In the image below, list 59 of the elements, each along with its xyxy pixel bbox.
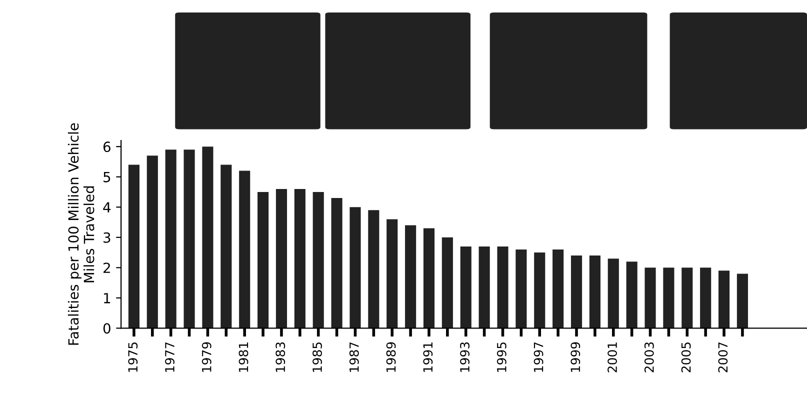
x-tick-label: 2005 <box>681 342 691 372</box>
bar <box>165 150 176 328</box>
x-tick-label: 1977 <box>165 342 174 372</box>
x-tick-label: 1995 <box>496 342 506 372</box>
bar <box>146 156 158 328</box>
bar <box>626 262 638 328</box>
y-tick-label: 1 <box>104 293 110 304</box>
bar <box>552 249 564 328</box>
x-tick-label: 1979 <box>202 342 212 372</box>
x-tick-label: 1991 <box>423 342 433 372</box>
x-tick-label: 1997 <box>534 342 544 372</box>
y-tick-label: 0 <box>103 323 110 334</box>
bar <box>368 210 380 328</box>
x-tick-label: 1999 <box>570 342 580 372</box>
bar <box>663 268 674 328</box>
y-tick-label: 2 <box>104 262 110 273</box>
bar <box>736 274 748 328</box>
bar <box>239 170 250 328</box>
y-tick-label: 4 <box>103 202 111 212</box>
bar <box>700 268 712 328</box>
x-tick-label: 1989 <box>386 342 396 372</box>
bar <box>497 246 508 328</box>
bar <box>258 192 269 328</box>
bar <box>202 146 214 328</box>
bar <box>682 268 693 328</box>
x-tick-label: 1993 <box>460 342 470 372</box>
bar <box>312 192 324 328</box>
x-tick-label: 1987 <box>349 342 359 372</box>
x-tick-label: 1981 <box>238 342 248 372</box>
bar <box>128 164 140 328</box>
bar <box>608 258 619 328</box>
bar <box>276 188 288 328</box>
bar <box>570 256 582 328</box>
x-tick-label: 1983 <box>276 342 286 372</box>
y-tick-label: 6 <box>103 142 110 152</box>
bar <box>442 237 453 328</box>
bar <box>331 198 342 328</box>
bar <box>184 150 195 328</box>
x-tick-label: 2003 <box>644 342 654 372</box>
bar <box>220 164 232 328</box>
bar <box>423 228 435 328</box>
y-tick-label: 5 <box>104 172 110 182</box>
y-axis-title: Fatalities per 100 Million Vehicle Miles Traveled <box>68 123 94 345</box>
bar <box>516 249 527 328</box>
bar <box>644 268 656 328</box>
bar <box>718 270 730 328</box>
x-tick-label: 1975 <box>128 342 138 372</box>
bar <box>350 207 361 328</box>
bar <box>294 188 306 328</box>
y-tick-label: 3 <box>104 232 110 243</box>
x-tick-label: 2001 <box>608 342 618 372</box>
bar <box>386 219 398 328</box>
bar <box>589 256 600 328</box>
bar <box>534 252 546 328</box>
x-tick-label: 1985 <box>312 342 322 372</box>
x-tick-label: 2007 <box>718 342 728 372</box>
bar <box>460 246 472 328</box>
bar <box>478 246 490 328</box>
bar <box>405 225 416 328</box>
